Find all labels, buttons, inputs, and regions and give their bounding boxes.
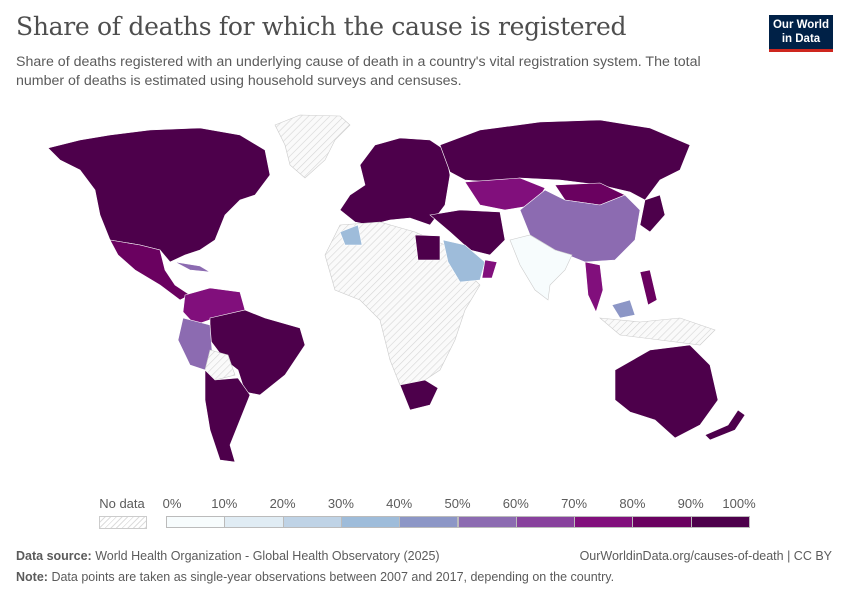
japan-korea[interactable]: [639, 194, 666, 233]
legend-tick-label: 20%: [269, 496, 296, 511]
thailand-sea[interactable]: [584, 261, 604, 313]
source-label: Data source:: [16, 549, 92, 563]
legend-bin-4[interactable]: [399, 516, 459, 528]
data-source: Data source: World Health Organization -…: [16, 549, 440, 563]
india[interactable]: [509, 234, 573, 301]
legend-bin-7[interactable]: [574, 516, 634, 528]
chart-subtitle: Share of deaths registered with an under…: [16, 54, 701, 89]
legend-tick-label: 0%: [162, 496, 182, 511]
legend-bin-1[interactable]: [224, 516, 284, 528]
source-text[interactable]: World Health Organization - Global Healt…: [95, 549, 440, 563]
logo-line2: in Data: [781, 33, 821, 45]
legend-tick-label: 90%: [677, 496, 704, 511]
egypt[interactable]: [414, 234, 441, 261]
legend-tick-label: 50%: [444, 496, 471, 511]
chart-title: Share of deaths for which the cause is r…: [16, 12, 627, 41]
world-map[interactable]: [0, 100, 850, 480]
malaysia[interactable]: [611, 299, 636, 319]
legend-bin-3[interactable]: [340, 516, 401, 528]
middle-east-north[interactable]: [429, 209, 506, 256]
caribbean[interactable]: [174, 261, 211, 273]
legend-bin-5[interactable]: [457, 516, 517, 528]
legend-bin-8[interactable]: [632, 516, 692, 528]
logo-line1: Our World: [772, 19, 829, 31]
note-text: Data points are taken as single-year obs…: [51, 570, 615, 584]
europe[interactable]: [339, 137, 451, 226]
north-america[interactable]: [47, 127, 271, 263]
new-zealand[interactable]: [704, 409, 746, 441]
legend-no-data-label: No data: [99, 496, 145, 511]
legend-bin-0[interactable]: [166, 516, 226, 528]
note: Note: Data points are taken as single-ye…: [16, 570, 614, 584]
legend-no-data-swatch[interactable]: [99, 516, 147, 529]
south-africa[interactable]: [399, 379, 439, 411]
legend-tick-label: 80%: [619, 496, 646, 511]
legend-bin-9[interactable]: [690, 516, 750, 528]
bolivia[interactable]: [204, 349, 236, 381]
legend-tick-label: 60%: [502, 496, 529, 511]
legend-tick-label: 10%: [211, 496, 238, 511]
owid-logo[interactable]: Our World in Data: [769, 15, 833, 52]
source-url[interactable]: OurWorldinData.org/causes-of-death | CC …: [579, 549, 832, 563]
algeria-tunisia[interactable]: [339, 224, 363, 246]
legend-tick-label: 70%: [561, 496, 588, 511]
legend-tick-label: 30%: [327, 496, 354, 511]
philippines[interactable]: [639, 269, 658, 306]
legend-bin-2[interactable]: [282, 516, 342, 528]
greenland[interactable]: [274, 114, 351, 179]
saudi-arabia[interactable]: [442, 239, 486, 283]
legend-tick-label: 40%: [386, 496, 413, 511]
legend-bin-6[interactable]: [515, 516, 576, 528]
australia[interactable]: [614, 344, 719, 439]
legend-tick-label: 100%: [722, 496, 756, 511]
africa[interactable]: [324, 221, 481, 386]
argentina-chile[interactable]: [204, 369, 251, 463]
indonesia-png[interactable]: [599, 317, 716, 346]
note-label: Note:: [16, 570, 48, 584]
oman-uae[interactable]: [481, 259, 498, 279]
